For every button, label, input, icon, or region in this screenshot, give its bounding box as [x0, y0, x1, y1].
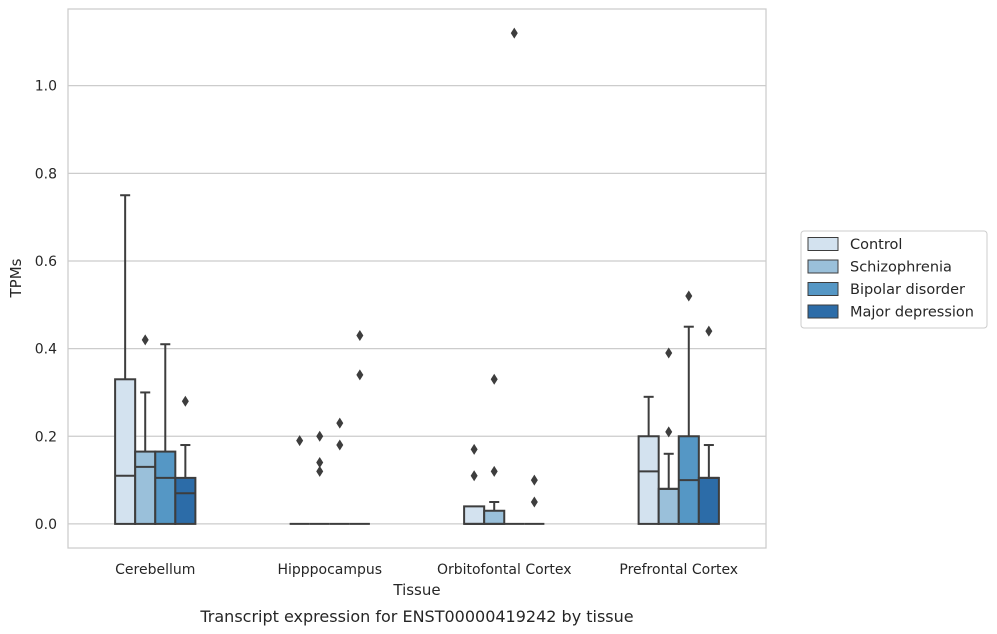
outlier-point — [141, 334, 149, 346]
outlier-point — [490, 373, 498, 385]
chart-caption: Transcript expression for ENST0000041924… — [199, 607, 633, 626]
y-tick-label: 0.2 — [35, 429, 57, 445]
y-axis-ticks: 0.0 0.2 0.4 0.6 0.8 1.0 — [35, 79, 57, 533]
box — [174, 476, 197, 525]
x-axis-title: Tissue — [392, 581, 440, 599]
box-plot — [329, 417, 350, 525]
box — [463, 505, 486, 525]
box-plot — [524, 474, 545, 525]
box-plot — [483, 373, 506, 525]
box — [114, 378, 137, 525]
outlier-point — [181, 395, 189, 407]
outlier-point — [530, 496, 538, 508]
outlier-point — [296, 435, 304, 447]
outlier-point — [490, 465, 498, 477]
outlier-point — [356, 329, 364, 341]
outlier-point — [336, 439, 344, 451]
y-tick-label: 0.6 — [35, 254, 57, 270]
box — [657, 487, 680, 525]
box-plot — [697, 325, 720, 525]
box-plot — [134, 334, 157, 525]
outlier-point — [665, 426, 673, 438]
legend-swatch — [807, 304, 839, 319]
box-plot — [154, 343, 177, 525]
plot-area — [67, 8, 767, 549]
box-plot — [504, 27, 525, 525]
y-tick-label: 1.0 — [35, 79, 57, 95]
outlier-point — [316, 465, 324, 477]
outlier-point — [510, 27, 518, 39]
box-plot — [463, 443, 486, 525]
outlier-point — [470, 443, 478, 455]
box — [134, 450, 157, 525]
x-tick-label: Orbitofontal Cortex — [437, 562, 572, 578]
outlier-point — [470, 470, 478, 482]
box — [697, 476, 720, 525]
box-plot — [114, 194, 137, 525]
box-plot — [677, 290, 700, 525]
y-tick-label: 0.8 — [35, 166, 57, 182]
box-plots — [114, 27, 720, 525]
x-tick-label: Hipppocampus — [277, 562, 382, 578]
legend: Control Schizophrenia Bipolar disorder Majo… — [800, 230, 988, 329]
box-plot — [637, 395, 660, 525]
box — [154, 450, 177, 525]
legend-label: Control — [850, 237, 902, 253]
x-axis-ticks: Cerebellum Hipppocampus Orbitofontal Corte… — [115, 562, 738, 578]
box-plot — [289, 435, 310, 525]
outlier-point — [316, 457, 324, 469]
box-plot — [174, 395, 197, 525]
legend-swatch — [807, 237, 839, 251]
box — [483, 509, 506, 525]
legend-swatch — [807, 282, 839, 296]
y-tick-label: 0.4 — [35, 342, 57, 358]
legend-frame — [800, 230, 988, 329]
box-plot — [349, 329, 370, 525]
outlier-point — [705, 325, 713, 337]
legend-label: Bipolar disorder — [850, 282, 965, 298]
x-tick-label: Prefrontal Cortex — [619, 562, 738, 578]
outlier-point — [356, 369, 364, 381]
y-axis-title: TPMs — [7, 258, 25, 298]
outlier-point — [336, 417, 344, 429]
outlier-point — [665, 347, 673, 359]
box-plot — [657, 347, 680, 525]
x-tick-label: Cerebellum — [115, 562, 195, 578]
legend-label: Major depression — [850, 305, 974, 321]
legend-label: Schizophrenia — [850, 260, 952, 276]
box-plot — [309, 430, 330, 525]
legend-swatch — [807, 259, 839, 274]
box — [637, 435, 660, 525]
outlier-point — [685, 290, 693, 302]
outlier-point — [530, 474, 538, 486]
y-tick-label: 0.0 — [35, 517, 57, 533]
outlier-point — [316, 430, 324, 442]
